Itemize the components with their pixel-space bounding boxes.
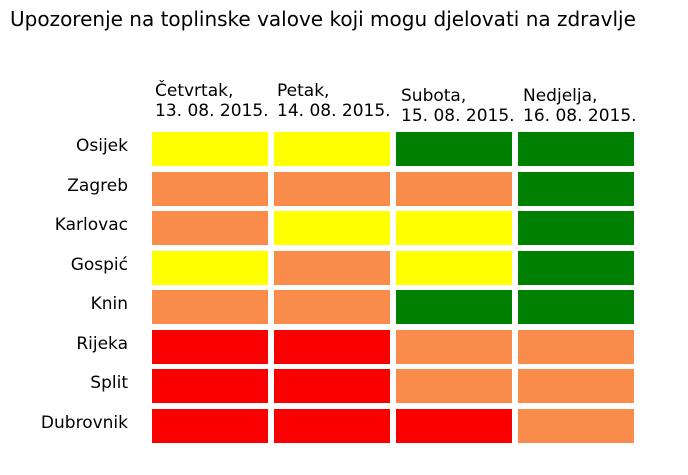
warning-cell <box>518 211 634 245</box>
warning-cell <box>518 369 634 403</box>
column-header-day: Nedjelja, <box>523 86 598 106</box>
column-header-day: Četvrtak, <box>155 81 234 101</box>
chart-title: Upozorenje na toplinske valove koji mogu… <box>10 7 636 31</box>
warning-cell <box>274 369 390 403</box>
warning-cell <box>396 211 512 245</box>
column-header-petak: Petak, 14. 08. 2015. <box>277 81 391 121</box>
warning-cell <box>396 329 512 364</box>
warning-cell <box>518 132 634 166</box>
row-label-gospi: Gospić <box>70 254 128 275</box>
row-label-split: Split <box>90 373 128 393</box>
warning-cell <box>274 290 390 324</box>
column-header-nedjelja: Nedjelja, 16. 08. 2015. <box>523 86 637 126</box>
row-label-osijek: Osijek <box>76 136 128 156</box>
warning-cell <box>274 250 390 285</box>
warning-cell <box>396 171 512 206</box>
warning-cell <box>518 250 634 285</box>
column-header-date: 14. 08. 2015. <box>277 101 391 121</box>
warning-cell <box>396 369 512 403</box>
column-header-date: 16. 08. 2015. <box>523 106 637 126</box>
heatmap-grid <box>152 132 634 443</box>
row-label-knin: Knin <box>90 294 128 314</box>
warning-cell <box>152 369 268 403</box>
warning-cell <box>396 132 512 166</box>
warning-cell <box>274 132 390 166</box>
warning-cell <box>518 171 634 206</box>
warning-cell <box>152 408 268 443</box>
warning-cell <box>518 408 634 443</box>
row-label-dubrovnik: Dubrovnik <box>40 412 128 433</box>
warning-cell <box>396 250 512 285</box>
warning-cell <box>518 290 634 324</box>
warning-cell <box>274 329 390 364</box>
warning-cell <box>152 171 268 206</box>
warning-cell <box>274 211 390 245</box>
column-header-cetvrtak: Četvrtak, 13. 08. 2015. <box>155 81 269 121</box>
warning-cell <box>152 250 268 285</box>
warning-cell <box>274 171 390 206</box>
column-header-date: 15. 08. 2015. <box>401 106 515 126</box>
warning-cell <box>152 211 268 245</box>
warning-cell <box>396 408 512 443</box>
warning-cell <box>396 290 512 324</box>
row-label-rijeka: Rijeka <box>76 333 128 354</box>
warning-cell <box>518 329 634 364</box>
warning-cell <box>152 290 268 324</box>
warning-cell <box>152 329 268 364</box>
row-label-karlovac: Karlovac <box>54 215 128 235</box>
column-header-date: 13. 08. 2015. <box>155 101 269 121</box>
column-header-subota: Subota, 15. 08. 2015. <box>401 86 515 126</box>
row-label-zagreb: Zagreb <box>67 175 128 196</box>
warning-cell <box>274 408 390 443</box>
warning-cell <box>152 132 268 166</box>
column-header-day: Petak, <box>277 81 330 101</box>
column-header-day: Subota, <box>401 86 467 106</box>
